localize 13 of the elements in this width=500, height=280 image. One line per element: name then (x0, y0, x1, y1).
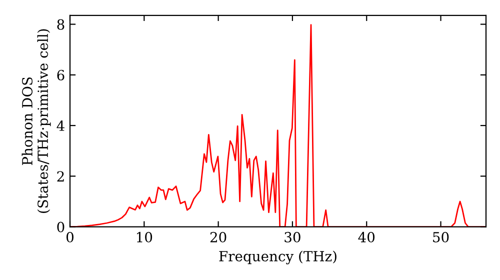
x-tick-label: 40 (358, 232, 375, 242)
y-tick-label: 6 (57, 70, 64, 80)
y-tick-label: 4 (56, 120, 64, 131)
y-tick-label: 0 (57, 222, 64, 232)
x-tick-label: 0 (66, 232, 74, 242)
x-tick-label: 20 (210, 232, 226, 242)
x-axis-title: Frequency (THz) (219, 250, 336, 264)
x-tick-label: 10 (137, 232, 152, 242)
y-tick-label: 2 (57, 171, 64, 182)
x-tick-label: 50 (433, 232, 449, 242)
y-axis-title: Phonon DOS (States/THz·primitive cell) (22, 29, 51, 213)
x-tick-label: 30 (284, 232, 300, 242)
y-tick-label: 8 (57, 19, 64, 30)
